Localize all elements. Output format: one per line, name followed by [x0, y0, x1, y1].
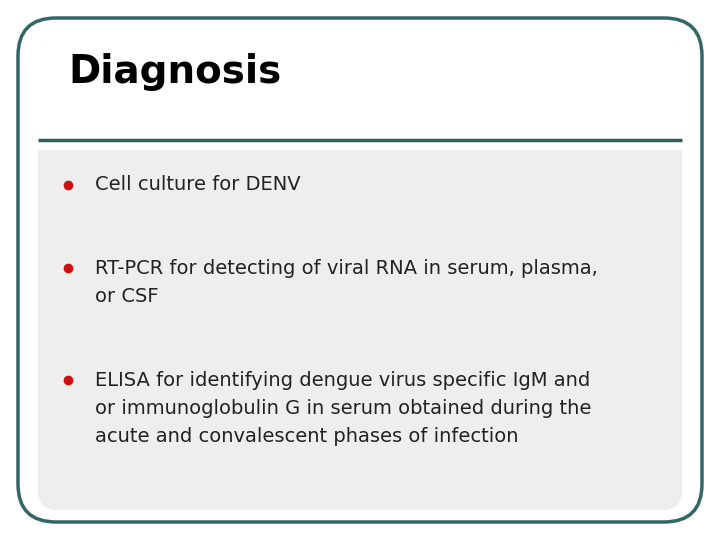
Text: Diagnosis: Diagnosis — [68, 53, 282, 91]
FancyBboxPatch shape — [38, 120, 682, 150]
FancyBboxPatch shape — [18, 18, 702, 522]
Text: Cell culture for DENV: Cell culture for DENV — [95, 176, 301, 194]
FancyBboxPatch shape — [38, 38, 682, 150]
Text: ELISA for identifying dengue virus specific IgM and: ELISA for identifying dengue virus speci… — [95, 370, 590, 389]
Text: or CSF: or CSF — [95, 287, 158, 306]
Text: RT-PCR for detecting of viral RNA in serum, plasma,: RT-PCR for detecting of viral RNA in ser… — [95, 259, 598, 278]
FancyBboxPatch shape — [38, 38, 682, 510]
Text: or immunoglobulin G in serum obtained during the: or immunoglobulin G in serum obtained du… — [95, 399, 591, 417]
Text: acute and convalescent phases of infection: acute and convalescent phases of infecti… — [95, 427, 518, 446]
